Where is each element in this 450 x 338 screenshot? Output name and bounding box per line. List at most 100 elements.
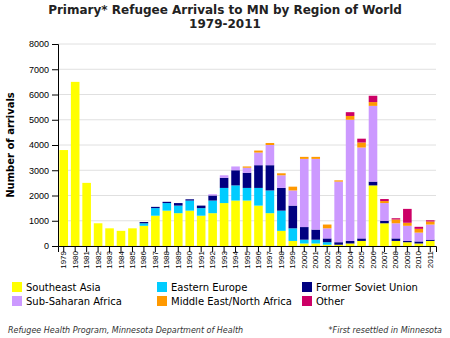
bar-segment: [323, 238, 332, 242]
bar-segment: [220, 175, 229, 178]
bar-segment: [334, 180, 343, 181]
bar-segment: [208, 196, 217, 201]
x-tick-label: 1992: [208, 250, 217, 268]
bar-segment: [415, 243, 424, 246]
x-tick: 1980: [71, 246, 80, 269]
bar-segment: [174, 203, 183, 204]
bar-segment: [71, 82, 80, 246]
legend-label: Middle East/North Africa: [171, 296, 292, 307]
bar-segment: [289, 186, 298, 187]
bar-segment: [300, 156, 309, 157]
y-tick-mark: [52, 44, 58, 45]
bar-segment: [59, 150, 68, 151]
y-tick-mark: [52, 145, 58, 146]
bar-segment: [403, 242, 412, 246]
y-tick-mark: [52, 120, 58, 121]
bar-segment: [140, 222, 149, 223]
bar-segment: [94, 223, 103, 224]
x-tick: 2010: [414, 246, 423, 269]
bar-segment: [426, 240, 435, 241]
y-tick-label: 3000: [29, 166, 49, 176]
bar-segment: [243, 168, 252, 173]
x-tick: 1985: [128, 246, 137, 269]
series: [140, 165, 435, 245]
bar-segment: [197, 205, 206, 206]
bar-segment: [208, 194, 217, 195]
bar-segment: [231, 166, 240, 170]
bar-segment: [220, 188, 229, 203]
bar-segment: [300, 227, 309, 240]
x-tick-label: 2010: [414, 250, 423, 268]
y-tick: 2000: [29, 191, 58, 201]
bar-segment: [82, 182, 91, 183]
bar-segment: [323, 245, 332, 246]
x-axis: 1979198019811982198319841985198619871988…: [59, 246, 437, 269]
bar-segment: [266, 143, 275, 145]
x-tick-label: 1995: [243, 250, 252, 268]
series: [59, 82, 434, 246]
y-tick-mark: [52, 170, 58, 171]
x-tick-label: 1986: [139, 250, 148, 268]
x-tick: 2003: [334, 246, 343, 269]
bar-segment: [94, 223, 103, 224]
y-tick: 1000: [29, 216, 58, 226]
bar-segment: [174, 203, 183, 204]
legend-label: Former Soviet Union: [316, 282, 418, 293]
bar-segment: [277, 173, 286, 174]
bar-segment: [289, 241, 298, 246]
bar-segment: [380, 199, 389, 201]
y-tick: 4000: [29, 140, 58, 150]
bar-segment: [59, 150, 68, 151]
x-tick-label: 2003: [334, 250, 343, 268]
y-tick-label: 5000: [29, 115, 49, 125]
grid-line: [58, 69, 436, 70]
x-tick-label: 1997: [265, 250, 274, 268]
legend-item: Southeast Asia: [12, 282, 101, 293]
x-tick-label: 2007: [380, 250, 389, 268]
bar-segment: [357, 148, 366, 239]
bar-segment: [357, 139, 366, 143]
bar-segment: [174, 203, 183, 206]
x-tick: 1984: [117, 246, 126, 269]
bar-segment: [174, 206, 183, 214]
y-tick: 0: [44, 241, 58, 251]
bar-segment: [231, 201, 240, 246]
bar-segment: [71, 81, 80, 82]
x-tick: 2008: [391, 246, 400, 269]
bar-segment: [311, 243, 320, 246]
x-tick: 1989: [174, 246, 183, 269]
x-tick: 2004: [346, 246, 355, 269]
bar-segment: [311, 230, 320, 240]
bar-segment: [357, 238, 366, 241]
bar-segment: [117, 230, 126, 231]
x-tick: 2005: [357, 246, 366, 269]
bar-segment: [266, 190, 275, 213]
bar-segment: [426, 225, 435, 240]
bar-segment: [289, 190, 298, 205]
x-tick: 1981: [82, 246, 91, 269]
bar-segment: [346, 116, 355, 120]
bar-segment: [140, 223, 149, 226]
x-tick: 1988: [162, 246, 171, 269]
bar-segment: [59, 150, 68, 246]
x-tick-label: 1988: [162, 250, 171, 268]
bar-segment: [426, 220, 435, 221]
bar-segment: [185, 199, 194, 200]
bar-segment: [105, 228, 114, 229]
bar-segment: [163, 201, 172, 202]
bar-segment: [369, 106, 378, 182]
bar-segment: [289, 228, 298, 241]
bar-segment: [117, 230, 126, 231]
bar-segment: [415, 227, 424, 229]
bar-segment: [334, 245, 343, 246]
bar-segment: [71, 81, 80, 82]
bar-segment: [369, 102, 378, 106]
bar-segment: [94, 223, 103, 224]
bar-segment: [392, 218, 401, 219]
x-tick: 2007: [380, 246, 389, 269]
bar-segment: [128, 228, 137, 229]
x-tick-label: 2000: [300, 250, 309, 268]
bar-segment: [346, 243, 355, 246]
bar-segment: [94, 223, 103, 224]
bar-segment: [220, 178, 229, 188]
